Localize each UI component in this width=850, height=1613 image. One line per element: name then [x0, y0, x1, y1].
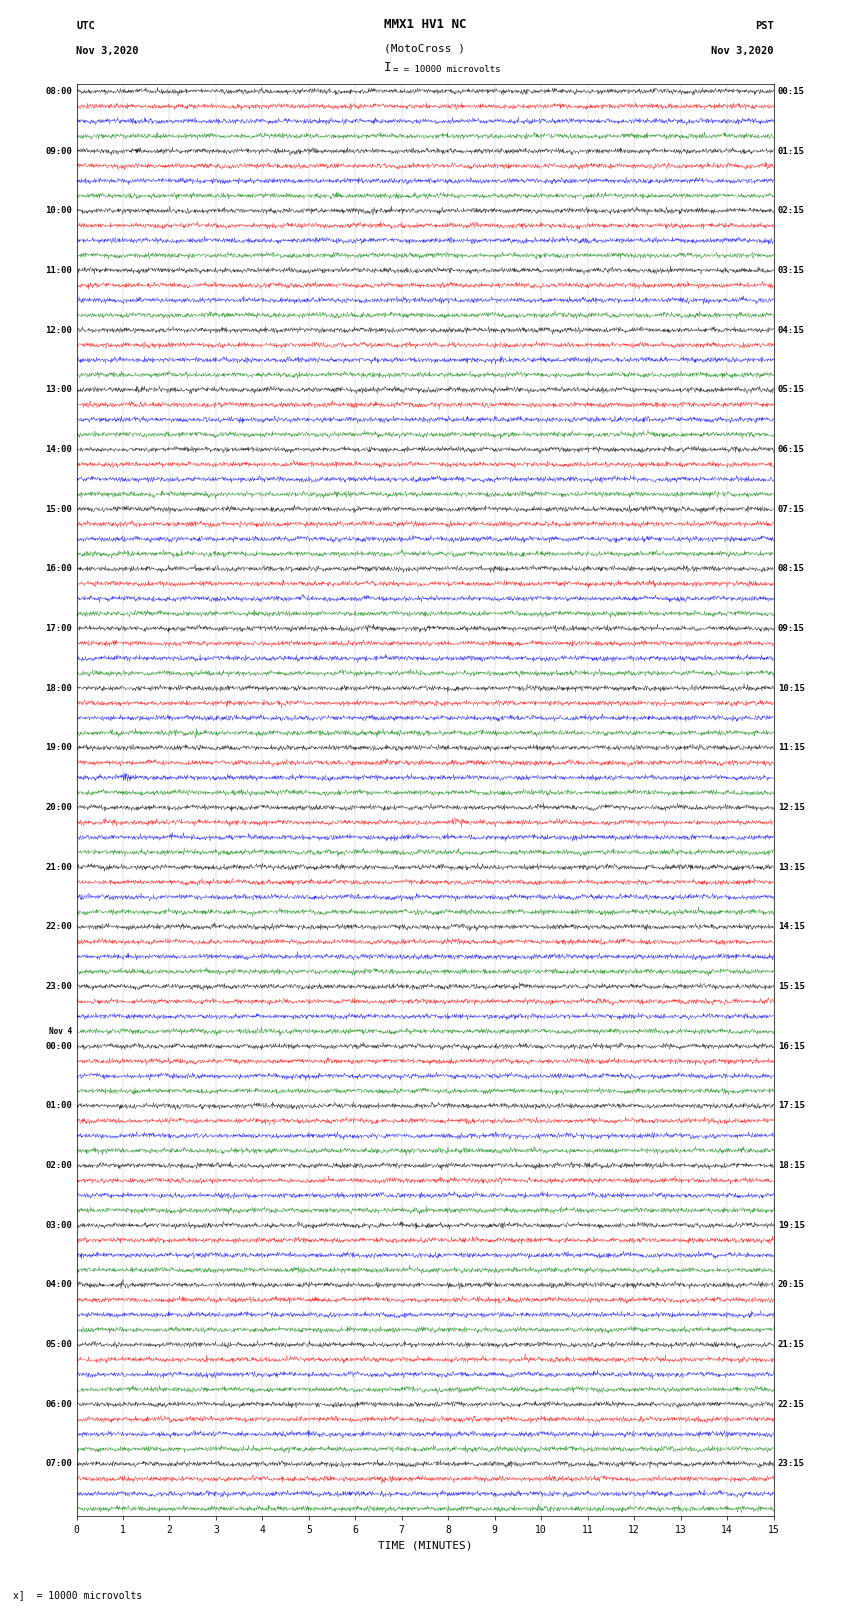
Text: 13:15: 13:15	[778, 863, 805, 871]
Text: 10:00: 10:00	[45, 206, 72, 215]
Text: 14:00: 14:00	[45, 445, 72, 453]
Text: 00:15: 00:15	[778, 87, 805, 95]
Text: 01:00: 01:00	[45, 1102, 72, 1110]
Text: MMX1 HV1 NC: MMX1 HV1 NC	[383, 18, 467, 31]
Text: 12:00: 12:00	[45, 326, 72, 334]
Text: 08:00: 08:00	[45, 87, 72, 95]
X-axis label: TIME (MINUTES): TIME (MINUTES)	[377, 1540, 473, 1550]
Text: 16:00: 16:00	[45, 565, 72, 573]
Text: UTC: UTC	[76, 21, 95, 31]
Text: 06:15: 06:15	[778, 445, 805, 453]
Text: PST: PST	[755, 21, 774, 31]
Text: 20:00: 20:00	[45, 803, 72, 811]
Text: 19:00: 19:00	[45, 744, 72, 752]
Text: 15:15: 15:15	[778, 982, 805, 990]
Text: 21:15: 21:15	[778, 1340, 805, 1348]
Text: 03:15: 03:15	[778, 266, 805, 274]
Text: 12:15: 12:15	[778, 803, 805, 811]
Text: 08:15: 08:15	[778, 565, 805, 573]
Text: 01:15: 01:15	[778, 147, 805, 155]
Text: 18:00: 18:00	[45, 684, 72, 692]
Text: 22:15: 22:15	[778, 1400, 805, 1408]
Text: 07:00: 07:00	[45, 1460, 72, 1468]
Text: 13:00: 13:00	[45, 386, 72, 394]
Text: Nov 3,2020: Nov 3,2020	[76, 47, 139, 56]
Text: 04:15: 04:15	[778, 326, 805, 334]
Text: 10:15: 10:15	[778, 684, 805, 692]
Text: x]  = 10000 microvolts: x] = 10000 microvolts	[13, 1590, 142, 1600]
Text: 18:15: 18:15	[778, 1161, 805, 1169]
Text: 20:15: 20:15	[778, 1281, 805, 1289]
Text: 23:00: 23:00	[45, 982, 72, 990]
Text: 00:00: 00:00	[45, 1042, 72, 1050]
Text: 19:15: 19:15	[778, 1221, 805, 1229]
Text: 09:15: 09:15	[778, 624, 805, 632]
Text: 03:00: 03:00	[45, 1221, 72, 1229]
Text: 02:15: 02:15	[778, 206, 805, 215]
Text: = = 10000 microvolts: = = 10000 microvolts	[393, 65, 500, 74]
Text: 16:15: 16:15	[778, 1042, 805, 1050]
Text: (MotoCross ): (MotoCross )	[384, 44, 466, 53]
Text: 22:00: 22:00	[45, 923, 72, 931]
Text: Nov 3,2020: Nov 3,2020	[711, 47, 774, 56]
Text: 05:00: 05:00	[45, 1340, 72, 1348]
Text: 17:00: 17:00	[45, 624, 72, 632]
Text: 15:00: 15:00	[45, 505, 72, 513]
Text: 11:15: 11:15	[778, 744, 805, 752]
Text: Nov 4: Nov 4	[49, 1027, 72, 1036]
Text: I: I	[383, 61, 391, 74]
Text: 07:15: 07:15	[778, 505, 805, 513]
Text: 11:00: 11:00	[45, 266, 72, 274]
Text: 04:00: 04:00	[45, 1281, 72, 1289]
Text: 05:15: 05:15	[778, 386, 805, 394]
Text: 17:15: 17:15	[778, 1102, 805, 1110]
Text: 06:00: 06:00	[45, 1400, 72, 1408]
Text: 14:15: 14:15	[778, 923, 805, 931]
Text: 02:00: 02:00	[45, 1161, 72, 1169]
Text: 09:00: 09:00	[45, 147, 72, 155]
Text: 21:00: 21:00	[45, 863, 72, 871]
Text: 23:15: 23:15	[778, 1460, 805, 1468]
